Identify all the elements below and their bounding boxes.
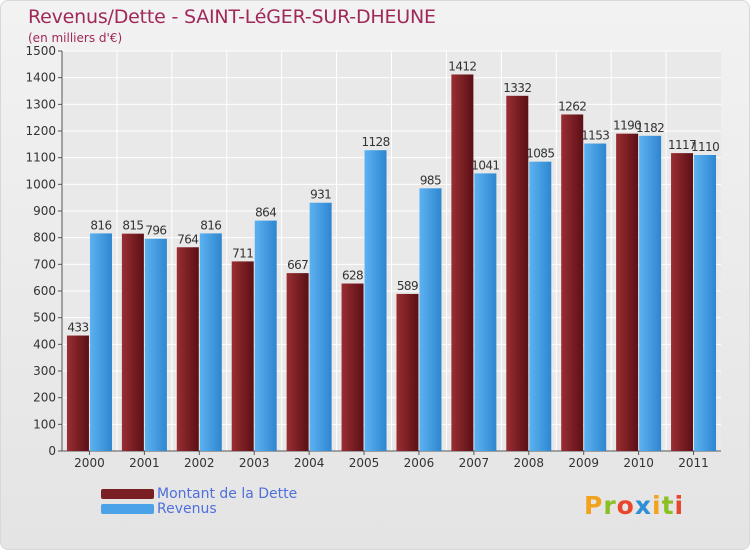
data-label-dette: 1117 [668,138,696,152]
legend-label-revenus: Revenus [157,501,217,517]
data-label-revenus: 1085 [526,147,554,161]
data-label-dette: 589 [397,279,418,293]
bar-revenus [419,188,442,452]
y-tick-label: 500 [33,311,56,325]
chart-title: Revenus/Dette - SAINT-LéGER-SUR-DHEUNE [28,6,436,28]
y-tick-label: 1100 [25,151,56,165]
data-label-revenus: 1153 [581,129,609,143]
y-tick-label: 200 [33,391,56,405]
bar-revenus [309,202,332,451]
logo-letter: o [616,491,635,520]
logo-letter: x [634,491,652,520]
data-label-dette: 433 [67,321,88,335]
y-tick-label: 300 [33,364,56,378]
x-tick-label: 2006 [404,456,435,470]
bar-revenus [639,135,662,452]
logo-letter: i [652,491,662,520]
chart-subtitle: (en milliers d'€) [28,31,123,45]
bar-dette [176,247,199,451]
x-tick-label: 2002 [184,456,215,470]
x-tick-label: 2004 [294,456,325,470]
bar-dette [506,95,529,452]
bar-revenus [694,155,717,451]
logo-letter: r [603,491,617,520]
data-label-revenus: 1182 [636,121,664,135]
y-tick-label: 0 [48,444,56,458]
bar-revenus [144,238,167,451]
x-tick-label: 2000 [74,456,105,470]
data-label-revenus: 816 [200,218,221,232]
data-label-revenus: 1041 [471,158,499,172]
bar-revenus [364,150,387,451]
logo-letter: t [661,491,675,520]
x-tick-label: 2009 [568,456,599,470]
y-tick-label: 100 [33,417,56,431]
data-label-revenus: 1128 [361,135,389,149]
data-label-dette: 764 [177,232,198,246]
x-tick-label: 2011 [678,456,709,470]
x-tick-label: 2001 [129,456,160,470]
bar-dette [451,74,474,451]
y-tick-label: 900 [33,204,56,218]
y-tick-label: 800 [33,231,56,245]
legend-swatch-dette [101,489,154,499]
bar-revenus [89,233,112,451]
bar-dette [671,153,694,451]
bar-dette [396,293,419,451]
bar-dette [121,233,144,451]
bar-revenus [199,233,222,451]
legend-label-dette: Montant de la Dette [157,486,298,502]
data-label-revenus: 985 [420,173,441,187]
data-label-dette: 1412 [448,59,476,73]
x-tick-label: 2007 [459,456,490,470]
legend-swatch-revenus [101,504,154,514]
y-tick-label: 700 [33,257,56,271]
bar-revenus [529,161,552,451]
data-label-dette: 815 [122,219,143,233]
y-tick-label: 1200 [25,124,56,138]
x-tick-label: 2003 [239,456,270,470]
data-label-dette: 1262 [558,99,586,113]
logo-letter: P [584,491,604,520]
proxiti-logo: Proxiti [584,491,684,520]
y-tick-label: 1300 [25,97,56,111]
data-label-revenus: 864 [255,206,276,220]
data-label-revenus: 931 [310,188,331,202]
bar-revenus [254,220,277,451]
y-tick-label: 1000 [25,177,56,191]
logo-letter: i [674,491,685,520]
bar-dette [231,261,254,451]
data-label-dette: 628 [342,269,363,283]
x-tick-label: 2008 [514,456,545,470]
y-tick-label: 600 [33,284,56,298]
y-tick-label: 1500 [25,44,56,58]
bar-dette [616,133,639,451]
x-tick-label: 2010 [623,456,654,470]
bar-dette [66,335,89,451]
bar-dette [561,114,584,451]
data-label-revenus: 796 [145,224,166,238]
data-label-revenus: 1110 [691,140,719,154]
data-label-revenus: 816 [90,218,111,232]
data-label-dette: 1332 [503,81,531,95]
bar-dette [286,273,309,451]
bar-revenus [474,173,497,451]
x-tick-label: 2005 [349,456,380,470]
data-label-dette: 667 [287,258,308,272]
data-label-dette: 711 [232,246,253,260]
y-tick-label: 1400 [25,71,56,85]
bar-dette [341,283,364,451]
data-label-dette: 1190 [613,119,641,133]
y-tick-label: 400 [33,337,56,351]
bar-revenus [584,143,607,452]
